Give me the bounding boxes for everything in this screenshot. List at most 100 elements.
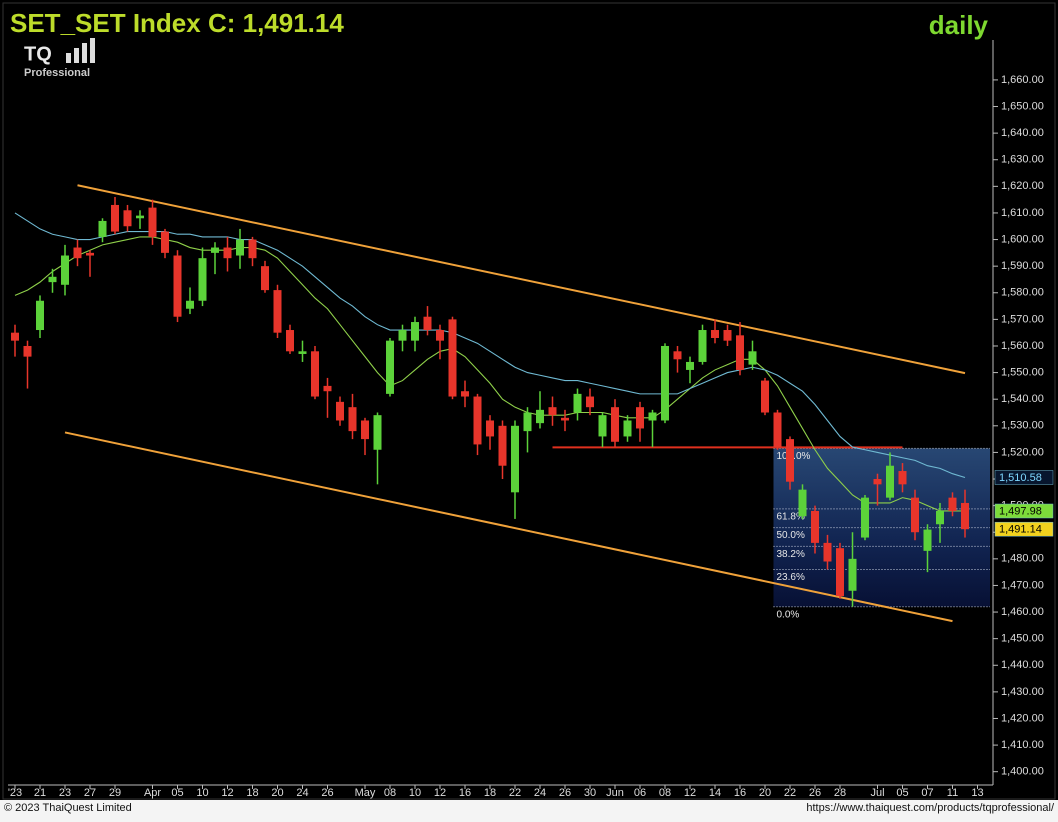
x-tick-label: 10: [409, 787, 421, 799]
x-tick-label: 06: [634, 787, 646, 799]
fib-label: 23.6%: [777, 572, 805, 583]
x-tick-label: 29: [109, 787, 121, 799]
y-tick-label: 1,520.00: [1001, 446, 1044, 458]
candle-body: [273, 290, 282, 333]
price-tag-label: 1,510.58: [999, 472, 1042, 484]
fib-label: 61.8%: [777, 511, 805, 522]
y-tick-label: 1,540.00: [1001, 393, 1044, 405]
candle-body: [361, 420, 369, 440]
candle-body: [748, 351, 757, 365]
candle-body: [186, 300, 194, 309]
candle-body: [786, 439, 794, 482]
price-tag: [994, 503, 1054, 519]
x-tick-label: 05: [896, 787, 908, 799]
x-tick-label: 22: [509, 787, 521, 799]
y-tick-label: 1,560.00: [1001, 340, 1044, 352]
plot: [11, 184, 969, 623]
candle-body: [773, 412, 782, 448]
candle-body: [36, 300, 44, 331]
candle-body: [673, 351, 682, 360]
x-tick-label: 20: [759, 787, 771, 799]
candle-body: [11, 332, 19, 341]
price-tag-label: 1,491.14: [999, 524, 1042, 536]
x-tick-label: Jun: [606, 787, 624, 799]
candle-body: [236, 239, 244, 256]
candle-body: [461, 391, 469, 397]
y-tick-label: 1,460.00: [1001, 606, 1044, 618]
x-tick-label: Jul: [870, 787, 884, 799]
x-tick-label: 08: [384, 787, 396, 799]
candle-body: [411, 322, 419, 341]
timeframe: daily: [929, 10, 989, 40]
logo-text: TQ: [24, 43, 52, 65]
y-tick-label: 1,420.00: [1001, 712, 1044, 724]
candle-body: [48, 276, 57, 283]
candle-body: [386, 340, 394, 394]
candle-body: [423, 316, 432, 331]
y-tick-label: 1,660.00: [1001, 74, 1044, 86]
x-tick-label: 18: [484, 787, 496, 799]
candle-body: [923, 529, 932, 551]
candle-body: [948, 497, 957, 511]
y-tick-label: 1,400.00: [1001, 766, 1044, 778]
y-tick-label: 1,470.00: [1001, 579, 1044, 591]
chart-title: SET_SET Index C: 1,491.14: [10, 8, 344, 38]
y-tick-label: 1,600.00: [1001, 233, 1044, 245]
candle-body: [536, 409, 544, 424]
logo: TQ Professional: [24, 38, 95, 79]
y-tick-label: 1,440.00: [1001, 659, 1044, 671]
candle-body: [136, 215, 144, 219]
x-tick-label: 20: [271, 787, 283, 799]
y-tick-label: 1,570.00: [1001, 313, 1044, 325]
candle-body: [286, 330, 294, 352]
candle-body: [223, 247, 232, 259]
candle-body: [148, 207, 157, 237]
candle-body: [436, 330, 444, 341]
frame: [2, 2, 1056, 800]
y-tick-label: 1,430.00: [1001, 686, 1044, 698]
x-tick-label: 11: [947, 787, 958, 799]
candle-body: [86, 252, 94, 256]
candle-body: [261, 266, 269, 291]
candle-body: [73, 247, 82, 259]
y-tick-label: 1,580.00: [1001, 287, 1044, 299]
x-tick-label: 12: [221, 787, 233, 799]
x-tick-label: 16: [734, 787, 746, 799]
logo-bar: [90, 38, 95, 63]
candle-body: [661, 345, 669, 421]
candle-body: [123, 210, 132, 227]
trendline: [64, 431, 953, 623]
fibonacci: 100.0%61.8%50.0%38.2%23.6%0.0%: [773, 447, 990, 620]
x-tick-label: '23: [8, 787, 22, 799]
y-tick-label: 1,650.00: [1001, 100, 1044, 112]
candle-body: [473, 396, 482, 445]
candle-body: [523, 412, 532, 432]
fib-label: 0.0%: [777, 609, 800, 620]
candle-body: [598, 415, 607, 437]
logo-bar: [82, 43, 87, 63]
price-tag: [994, 470, 1054, 485]
x-tick-label: 27: [84, 787, 96, 799]
x-tick-label: 14: [709, 787, 721, 799]
logo-subtext: Professional: [24, 67, 90, 79]
y-tick-label: 1,640.00: [1001, 127, 1044, 139]
candle-body: [586, 396, 594, 408]
y-tick-label: 1,550.00: [1001, 366, 1044, 378]
candle-body: [648, 412, 657, 421]
x-tick-label: 13: [971, 787, 983, 799]
candle-body: [873, 479, 882, 485]
candle-body: [723, 330, 732, 341]
x-tick-label: 05: [171, 787, 183, 799]
x-tick-label: 30: [584, 787, 596, 799]
candle-body: [323, 385, 332, 392]
x-tick-label: 21: [34, 787, 46, 799]
candle-body: [686, 361, 694, 370]
price-tag-label: 1,497.98: [999, 505, 1042, 517]
candle-body: [61, 255, 69, 285]
x-tick-label: 26: [559, 787, 571, 799]
footer-right: https://www.thaiquest.com/products/tqpro…: [806, 802, 1055, 814]
y-tick-label: 1,620.00: [1001, 180, 1044, 192]
candle-body: [911, 497, 919, 533]
